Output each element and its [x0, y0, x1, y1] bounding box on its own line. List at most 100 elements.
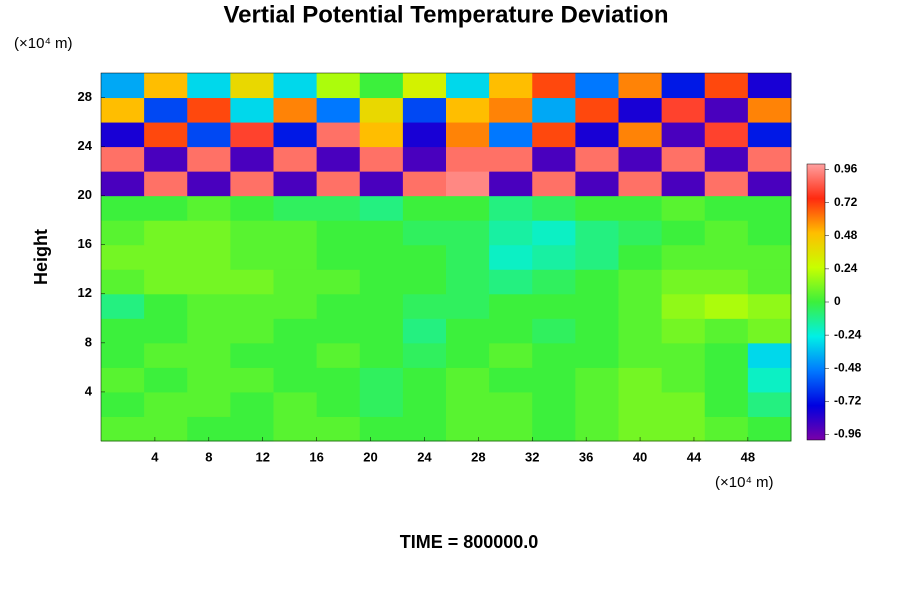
- heatmap-cell: [359, 171, 404, 197]
- heatmap-cell: [316, 73, 361, 99]
- heatmap-cell: [273, 97, 318, 123]
- heatmap-cell: [359, 220, 404, 246]
- heatmap-cell: [532, 318, 576, 344]
- heatmap-cell: [144, 367, 188, 393]
- y-axis-label: Height: [31, 229, 51, 285]
- heatmap-cell: [747, 318, 792, 344]
- heatmap-cell: [489, 391, 533, 417]
- heatmap-cell: [230, 244, 274, 270]
- heatmap-cell: [618, 318, 663, 344]
- chart-title: Vertial Potential Temperature Deviation: [223, 1, 668, 28]
- heatmap-cell: [446, 269, 490, 295]
- heatmap-cell: [273, 220, 318, 246]
- heatmap-cell: [532, 269, 576, 295]
- heatmap-cell: [402, 293, 447, 319]
- heatmap-cell: [187, 146, 231, 172]
- x-tick-label: 16: [309, 449, 323, 464]
- heatmap-cell: [532, 293, 576, 319]
- heatmap-cell: [532, 342, 576, 368]
- heatmap-cell: [316, 244, 361, 270]
- heatmap-cell: [661, 122, 706, 148]
- heatmap-cell: [489, 73, 533, 99]
- heatmap-cell: [704, 97, 749, 123]
- heatmap-cell: [273, 318, 318, 344]
- heatmap-cell: [747, 293, 792, 319]
- heatmap-cell: [618, 342, 663, 368]
- heatmap-cell: [747, 171, 792, 197]
- heatmap-cell: [316, 220, 361, 246]
- heatmap-cell: [402, 171, 447, 197]
- heatmap-cell: [747, 220, 792, 246]
- heatmap-cell: [704, 367, 749, 393]
- heatmap-cell: [316, 293, 361, 319]
- heatmap-cell: [661, 220, 706, 246]
- heatmap-cell: [446, 342, 490, 368]
- y-tick-label: 20: [78, 187, 92, 202]
- heatmap-cell: [402, 220, 447, 246]
- heatmap-cell: [661, 342, 706, 368]
- heatmap-cell: [704, 293, 749, 319]
- heatmap-cell: [359, 146, 404, 172]
- heatmap-cell: [747, 342, 792, 368]
- heatmap-cell: [575, 73, 619, 99]
- heatmap-cell: [661, 391, 706, 417]
- heatmap-cell: [489, 171, 533, 197]
- colorbar-tick-label: 0: [834, 294, 841, 308]
- heatmap-cell: [316, 97, 361, 123]
- heatmap-cell: [489, 146, 533, 172]
- heatmap-cell: [316, 195, 361, 221]
- heatmap-cell: [704, 220, 749, 246]
- heatmap-cell: [575, 220, 619, 246]
- heatmap-cell: [144, 73, 188, 99]
- heatmap-cell: [402, 122, 447, 148]
- heatmap-cell: [747, 195, 792, 221]
- heatmap-cell: [532, 195, 576, 221]
- heatmap-cell: [144, 391, 188, 417]
- heatmap-cell: [144, 318, 188, 344]
- heatmap-cell: [532, 391, 576, 417]
- heatmap-cell: [359, 97, 404, 123]
- heatmap-cell: [618, 171, 663, 197]
- heatmap-cell: [187, 244, 231, 270]
- heatmap-cell: [661, 269, 706, 295]
- heatmap-cell: [359, 391, 404, 417]
- heatmap-cell: [704, 244, 749, 270]
- heatmap-cell: [230, 146, 274, 172]
- heatmap-cell: [575, 342, 619, 368]
- heatmap-cell: [187, 342, 231, 368]
- heatmap-cell: [446, 220, 490, 246]
- heatmap-cell: [187, 367, 231, 393]
- heatmap-cell: [230, 220, 274, 246]
- heatmap-cell: [618, 73, 663, 99]
- heatmap-cell: [532, 146, 576, 172]
- heatmap-cell: [489, 244, 533, 270]
- heatmap-cell: [359, 244, 404, 270]
- x-tick-label: 48: [741, 449, 755, 464]
- heatmap-cell: [532, 244, 576, 270]
- heatmap-cell: [532, 367, 576, 393]
- heatmap-cell: [575, 122, 619, 148]
- heatmap-cell: [187, 97, 231, 123]
- heatmap-cell: [532, 220, 576, 246]
- heatmap-cell: [101, 171, 145, 197]
- heatmap-cell: [489, 367, 533, 393]
- heatmap-cell: [101, 73, 145, 99]
- heatmap-cell: [187, 391, 231, 417]
- heatmap-cell: [101, 269, 145, 295]
- heatmap-cell: [489, 122, 533, 148]
- heatmap-cell: [230, 391, 274, 417]
- heatmap-cell: [704, 416, 749, 442]
- heatmap-cell: [747, 244, 792, 270]
- heatmap-cell: [359, 195, 404, 221]
- heatmap-cell: [101, 342, 145, 368]
- heatmap-cell: [618, 269, 663, 295]
- x-tick-label: 32: [525, 449, 539, 464]
- heatmap-cell: [316, 122, 361, 148]
- heatmap-cell: [747, 391, 792, 417]
- heatmap-cell: [661, 318, 706, 344]
- heatmap-cell: [704, 171, 749, 197]
- heatmap-cell: [144, 171, 188, 197]
- heatmap-cell: [230, 73, 274, 99]
- heatmap-cell: [446, 171, 490, 197]
- heatmap-cell: [144, 195, 188, 221]
